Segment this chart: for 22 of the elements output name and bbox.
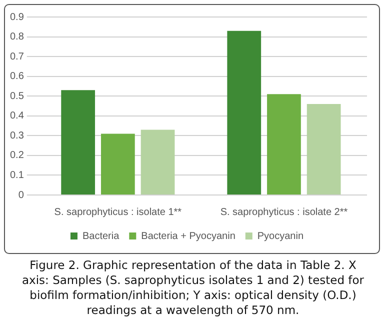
y-tick-label: 0 xyxy=(18,190,24,201)
y-tick-label: 0.6 xyxy=(10,71,24,82)
legend-label: Bacteria + Pyocyanin xyxy=(141,230,236,242)
bar xyxy=(100,134,135,194)
bar xyxy=(227,30,262,194)
y-tick-label: 0.7 xyxy=(10,51,24,62)
legend-label: Bacteria xyxy=(82,230,120,242)
bar xyxy=(61,90,96,194)
bar xyxy=(140,130,175,194)
y-tick-label: 0.5 xyxy=(10,90,24,102)
y-tick-label: 0.9 xyxy=(10,12,24,23)
y-tick-label: 0.8 xyxy=(10,32,24,43)
x-tick-label: S. saprophyticus : isolate 2** xyxy=(220,206,348,218)
bar xyxy=(306,104,341,194)
y-tick-label: 0.1 xyxy=(10,170,24,181)
caption: Figure 2. Graphic representation of the data in Table 2. X axis: Samples (S. saprophyticus isolates 1 and 2) tested for biofilm formation/inhibition; Y axis: optical density (O.D.) readings at a wavelength of 570 nm. xyxy=(21,258,365,318)
y-tick-label: 0.2 xyxy=(10,150,24,162)
x-tick-label: S. saprophyticus : isolate 1** xyxy=(54,206,182,218)
y-tick-label: 0.3 xyxy=(10,130,24,142)
y-tick-label: 0.4 xyxy=(10,110,24,122)
legend-label: Pyocyanin xyxy=(257,230,304,242)
bar xyxy=(267,94,301,194)
